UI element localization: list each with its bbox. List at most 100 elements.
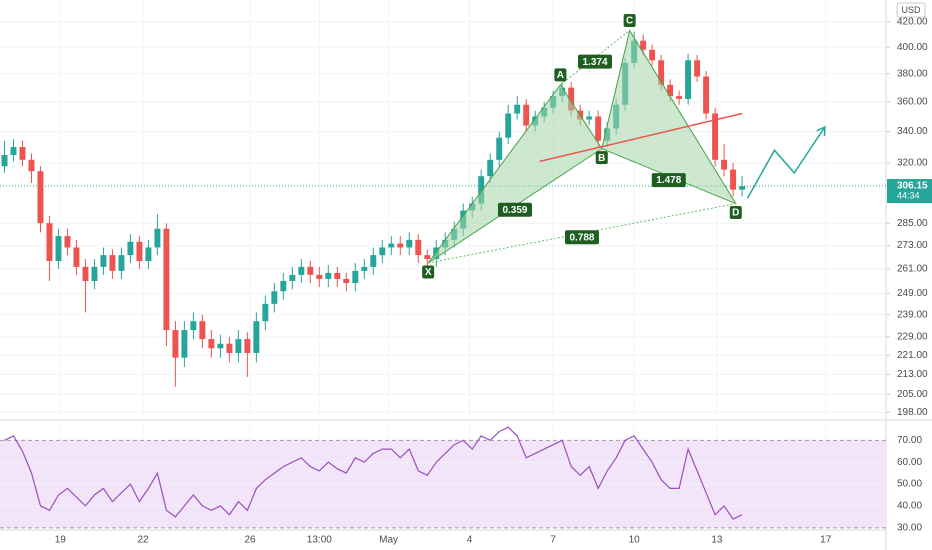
candle-body <box>667 84 674 97</box>
rsi-tick-label: 70.00 <box>897 435 922 446</box>
candle-body <box>370 255 377 267</box>
candle-body <box>73 247 80 267</box>
rsi-tick-label: 30.00 <box>897 522 922 533</box>
candle-body <box>154 228 161 248</box>
y-tick-label: 320.00 <box>897 158 928 169</box>
rsi-line <box>4 426 743 520</box>
ratio-box <box>651 173 686 188</box>
candle-body <box>100 255 107 267</box>
x-tick-label: 10 <box>629 535 641 546</box>
candle-body <box>46 223 53 261</box>
candle-body <box>271 291 278 304</box>
candle-body <box>181 330 188 358</box>
candle-body <box>190 321 197 331</box>
currency: USD <box>901 5 921 15</box>
candle-body <box>10 147 17 155</box>
candle-body <box>649 49 656 61</box>
pattern-leg <box>427 148 603 264</box>
x-tick-label: 4 <box>467 535 473 546</box>
x-tick-label: 13:00 <box>307 535 332 546</box>
y-tick-label: 285.00 <box>897 218 928 229</box>
candle-body <box>289 274 296 281</box>
y-tick-label: 229.00 <box>897 331 928 342</box>
ratio-box <box>564 230 599 245</box>
last-price-label: 306.15 <box>897 181 928 192</box>
x-tick-label: 7 <box>550 535 556 546</box>
candle-body <box>703 76 710 114</box>
point-box <box>729 206 742 220</box>
candle-body <box>694 60 701 77</box>
last-price-box <box>887 179 932 204</box>
candle-body <box>316 274 323 279</box>
y-tick-label: 239.00 <box>897 309 928 320</box>
candle-body <box>91 266 98 281</box>
x-tick-label: 22 <box>137 535 149 546</box>
projection-arrowhead <box>816 125 826 137</box>
candle-body <box>217 343 224 349</box>
candle-body <box>739 186 746 190</box>
candle-body <box>721 159 728 170</box>
candle-body <box>397 243 404 248</box>
candle-body <box>226 343 233 353</box>
rsi-tick-label: 60.00 <box>897 457 922 468</box>
y-tick-label: 205.00 <box>897 389 928 400</box>
candle-body <box>136 241 143 261</box>
y-tick-label: 221.00 <box>897 350 928 361</box>
candle-body <box>343 278 350 284</box>
candle-body <box>64 236 71 248</box>
candle-body <box>712 113 719 160</box>
point-label: D <box>732 208 739 219</box>
y-tick-label: 420.00 <box>897 16 928 27</box>
ratio-label: 1.478 <box>656 175 681 186</box>
rsi-tick-label: 40.00 <box>897 501 922 512</box>
point-box <box>554 68 567 82</box>
candle-body <box>505 113 512 138</box>
candle-body <box>19 147 26 160</box>
y-tick-label: 213.00 <box>897 369 928 380</box>
rsi-tick-label: 50.00 <box>897 479 922 490</box>
candle-body <box>406 239 413 248</box>
point-label: C <box>626 16 633 27</box>
y-tick-label: 340.00 <box>897 126 928 137</box>
candle-body <box>118 255 125 271</box>
y-tick-label: 249.00 <box>897 288 928 299</box>
point-label: A <box>557 70 564 81</box>
candle-body <box>568 87 575 111</box>
candle-body <box>388 243 395 248</box>
trend-line <box>539 112 743 163</box>
candle-body <box>658 60 665 85</box>
x-tick-label: May <box>379 535 398 546</box>
candle-body <box>262 303 269 322</box>
ratio-box <box>578 54 613 69</box>
candle-body <box>487 159 494 177</box>
ratio-box <box>497 202 532 217</box>
y-tick-label: 198.00 <box>897 407 928 418</box>
ratio-label: 1.374 <box>582 57 607 68</box>
candle-body <box>82 266 89 281</box>
candle-body <box>640 40 647 50</box>
x-tick-label: 13 <box>711 535 723 546</box>
point-box <box>595 151 608 165</box>
candle-body <box>676 96 683 99</box>
x-tick-label: 19 <box>55 535 67 546</box>
y-tick-label: 360.00 <box>897 97 928 108</box>
candle-body <box>478 176 485 204</box>
x-tick-label: 17 <box>820 535 832 546</box>
candle-body <box>145 247 152 261</box>
candle-body <box>586 116 593 120</box>
candle-body <box>334 272 341 279</box>
candle-body <box>361 266 368 271</box>
candle-body <box>514 104 521 114</box>
y-tick-label: 261.00 <box>897 264 928 275</box>
candle-body <box>244 339 251 353</box>
candle-body <box>298 266 305 275</box>
candle-body <box>523 104 530 126</box>
candle-body <box>199 321 206 340</box>
point-label: X <box>425 267 432 278</box>
x-tick-label: 26 <box>244 535 256 546</box>
countdown: 44:34 <box>897 190 920 200</box>
y-tick-label: 380.00 <box>897 68 928 79</box>
candle-body <box>379 247 386 256</box>
candle-body <box>415 239 422 256</box>
